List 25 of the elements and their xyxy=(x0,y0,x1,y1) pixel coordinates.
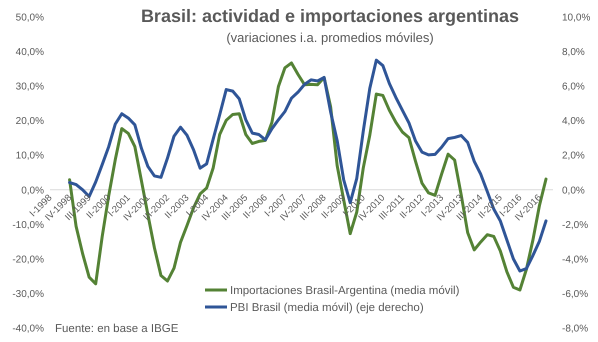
y-tick-label: -40,0% xyxy=(12,324,44,334)
y2-tick-label: 4,0% xyxy=(562,116,585,128)
chart-title: Brasil: actividad e importaciones argentinas xyxy=(140,6,520,26)
y-tick-label: -20,0% xyxy=(12,254,44,266)
y2-tick-label: -8,0% xyxy=(562,324,588,334)
text: (variaciones i.a. promedios móviles) xyxy=(226,30,434,45)
annotation: Fuente: en base a IBGE xyxy=(55,323,179,336)
y2-tick-label: -6,0% xyxy=(562,288,588,300)
y-tick-label: 0,0% xyxy=(21,185,44,196)
y2-tick-label: 8,0% xyxy=(562,47,585,58)
y2-tick-label: 6,0% xyxy=(562,82,585,93)
y2-tick-label: -2,0% xyxy=(562,220,588,231)
y-tick-label: 10,0% xyxy=(16,150,44,162)
y-tick-label: 30,0% xyxy=(16,82,44,93)
y2-tick-label: 2,0% xyxy=(562,150,585,162)
y-tick-label: -10,0% xyxy=(12,220,44,231)
y-tick-label: 50,0% xyxy=(16,12,44,24)
y2-tick-label: 10,0% xyxy=(562,12,590,24)
y2-tick-label: 0,0% xyxy=(562,185,585,196)
y-tick-label: -30,0% xyxy=(12,288,44,300)
legend-label: Importaciones Brasil-Argentina (media móvil) xyxy=(230,285,460,298)
y2-tick-label: -4,0% xyxy=(562,254,588,266)
y-tick-label: 40,0% xyxy=(16,47,44,58)
legend-label: PBI Brasil (media móvil) (eje derecho) xyxy=(230,302,424,314)
y-tick-label: 20,0% xyxy=(16,116,44,128)
